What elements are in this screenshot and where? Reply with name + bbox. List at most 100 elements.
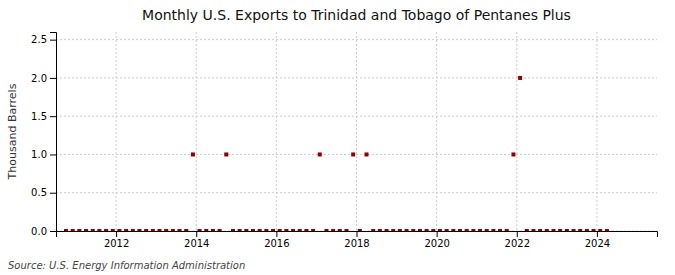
- point: [244, 229, 248, 231]
- point: [331, 229, 335, 231]
- tick-mark: [597, 231, 598, 237]
- point: [231, 229, 235, 231]
- point: [592, 229, 596, 231]
- tick: 2016: [264, 231, 289, 249]
- tick: 0.5: [31, 187, 56, 198]
- point: [391, 229, 395, 231]
- point: [552, 229, 556, 231]
- tick: 2020: [424, 231, 449, 249]
- point: [558, 229, 562, 231]
- point: [491, 229, 495, 231]
- axis-line: [57, 232, 658, 238]
- point: [445, 229, 449, 231]
- point: [538, 229, 542, 231]
- tick-label: 2022: [505, 238, 530, 249]
- grid-line: [56, 116, 657, 117]
- grid-line: [276, 32, 277, 231]
- point: [385, 229, 389, 231]
- point: [344, 229, 348, 231]
- point: [324, 229, 328, 231]
- point: [284, 229, 288, 231]
- point: [178, 229, 182, 231]
- grid-line: [596, 32, 597, 231]
- grid-line: [436, 32, 437, 231]
- tick: 2024: [585, 231, 610, 249]
- grid: [56, 32, 657, 231]
- tick: 2.0: [31, 73, 56, 84]
- point: [238, 229, 242, 231]
- source: Source: U.S. Energy Information Administ…: [8, 260, 245, 271]
- point: [565, 229, 569, 231]
- tick-label: 2016: [264, 238, 289, 249]
- point: [137, 229, 141, 231]
- point: [358, 229, 362, 231]
- tick-label: 1.5: [31, 111, 47, 122]
- grid-line: [356, 32, 357, 231]
- point: [184, 229, 188, 231]
- tick-mark: [50, 193, 56, 194]
- tick: 2.5: [31, 34, 56, 45]
- point: [171, 229, 175, 231]
- point: [191, 152, 195, 156]
- point: [585, 229, 589, 231]
- tick-label: 2024: [585, 238, 610, 249]
- point: [598, 229, 602, 231]
- tick-mark: [437, 231, 438, 237]
- point: [431, 229, 435, 231]
- chart: 2012 2014 2016 2018 2020 2022 2024 0.0 0.5 1.0 1.5…: [0, 0, 675, 275]
- point: [451, 229, 455, 231]
- point: [224, 152, 228, 156]
- point: [204, 229, 208, 231]
- point: [525, 229, 529, 231]
- tick-mark: [50, 116, 56, 117]
- tick: 2012: [104, 231, 129, 249]
- point: [605, 229, 609, 231]
- point: [117, 229, 121, 231]
- point: [77, 229, 81, 231]
- axis-line: [50, 33, 57, 232]
- y-axis: 0.0 0.5 1.0 1.5 2.0 2.5: [31, 33, 56, 237]
- point: [271, 229, 275, 231]
- point: [291, 229, 295, 231]
- tick-label: 0.0: [31, 226, 47, 237]
- tick-mark: [116, 231, 117, 237]
- point: [572, 229, 576, 231]
- point: [458, 229, 462, 231]
- point: [365, 152, 369, 156]
- grid-line: [116, 32, 117, 231]
- point: [311, 229, 315, 231]
- grid-line: [56, 39, 657, 40]
- tick: 1.0: [31, 149, 56, 160]
- tick-label: 1.0: [31, 149, 47, 160]
- point: [304, 229, 308, 231]
- tick-label: 2018: [344, 238, 369, 249]
- point: [258, 229, 262, 231]
- point: [405, 229, 409, 231]
- point: [157, 229, 161, 231]
- points: [64, 76, 609, 231]
- point: [298, 229, 302, 231]
- point: [545, 229, 549, 231]
- tick-label: 2014: [184, 238, 209, 249]
- tick: 2022: [505, 231, 530, 249]
- point: [111, 229, 115, 231]
- tick: 1.5: [31, 111, 56, 122]
- point: [211, 229, 215, 231]
- point: [478, 229, 482, 231]
- tick-mark: [276, 231, 277, 237]
- point: [511, 152, 515, 156]
- tick: 0.0: [31, 226, 56, 237]
- tick-mark: [50, 231, 56, 232]
- point: [398, 229, 402, 231]
- grid-line: [56, 77, 657, 78]
- point: [251, 229, 255, 231]
- plot: 2012 2014 2016 2018 2020 2022 2024 0.0 0.5 1.0 1.5…: [31, 32, 657, 249]
- point: [104, 229, 108, 231]
- point: [411, 229, 415, 231]
- point: [84, 229, 88, 231]
- tick-label: 2012: [104, 238, 129, 249]
- point: [264, 229, 268, 231]
- point: [218, 229, 222, 231]
- point: [318, 152, 322, 156]
- point: [505, 229, 509, 231]
